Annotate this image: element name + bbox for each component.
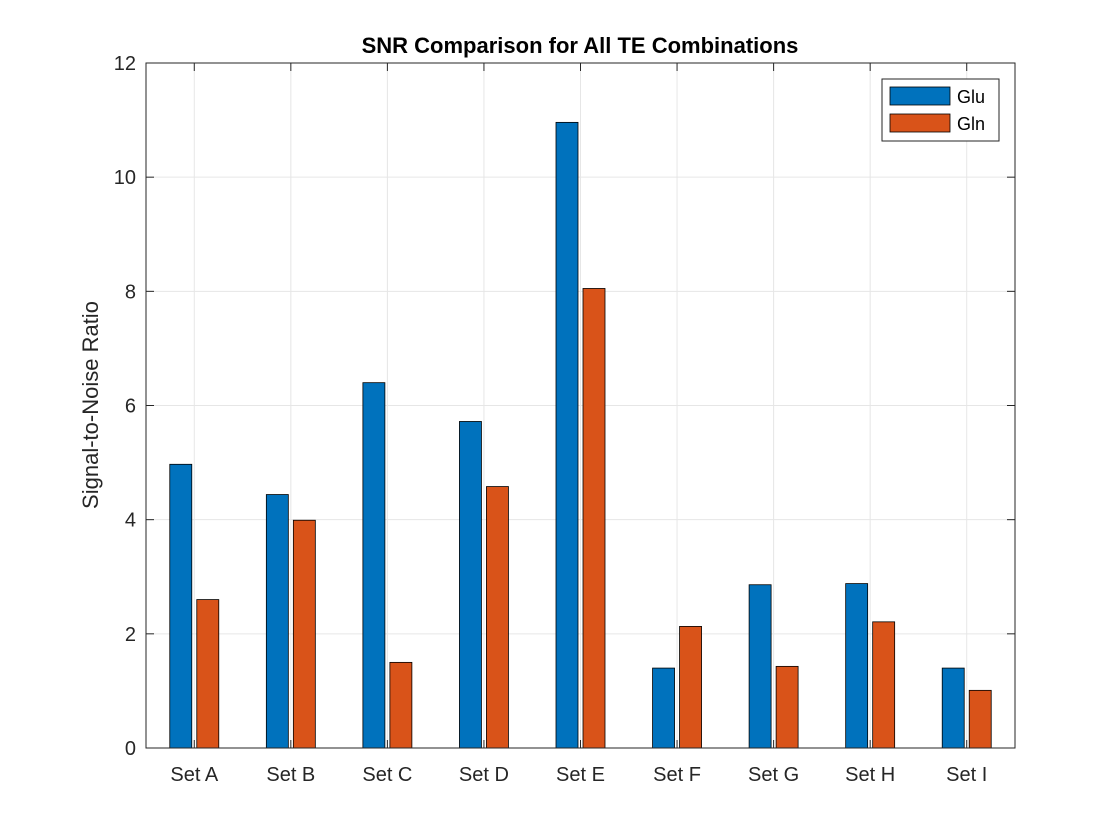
bar-glu-set-b — [265, 494, 289, 749]
y-tick-label: 10 — [114, 167, 136, 189]
y-tick-label: 4 — [125, 510, 136, 532]
bar-glu-set-a — [169, 463, 193, 749]
bar-glu-set-g — [748, 584, 772, 749]
y-tick-label: 2 — [125, 624, 136, 646]
bar-gln-set-h — [872, 621, 896, 749]
legend-swatch-gln — [889, 113, 951, 133]
bar-glu-set-f — [652, 667, 675, 749]
bar-gln-set-e — [582, 288, 606, 749]
x-tick-label: Set A — [170, 764, 218, 786]
bar-gln-set-b — [292, 519, 316, 749]
x-tick-label: Set F — [653, 764, 701, 786]
bar-gln-set-i — [968, 689, 992, 749]
legend-label-glu: Glu — [957, 87, 985, 107]
x-tick-label: Set I — [946, 764, 987, 786]
y-tick-label: 6 — [125, 396, 136, 418]
legend-label-gln: Gln — [957, 114, 985, 134]
bar-gln-set-g — [775, 665, 799, 749]
bar-gln-set-f — [679, 626, 702, 749]
bar-glu-set-h — [845, 583, 869, 749]
y-axis-label: Signal-to-Noise Ratio — [78, 301, 103, 509]
x-tick-label: Set B — [266, 764, 315, 786]
x-tick-label: Set E — [556, 764, 605, 786]
bar-gln-set-a — [196, 599, 220, 749]
y-tick-label: 12 — [114, 53, 136, 75]
axis-ticks — [146, 62, 1015, 749]
legend: Glu Gln — [881, 78, 1000, 142]
bar-glu-set-d — [459, 421, 482, 749]
bar-gln-set-c — [389, 661, 413, 749]
y-tick-label: 0 — [125, 738, 136, 760]
x-tick-label: Set C — [362, 764, 412, 786]
bar-glu-set-c — [362, 382, 386, 749]
chart-title: SNR Comparison for All TE Combinations — [362, 33, 799, 58]
x-tick-labels: Set A Set B Set C Set D Set E Set F Set G Set H… — [170, 764, 987, 786]
bar-glu-set-e — [555, 121, 579, 749]
x-tick-label: Set D — [459, 764, 509, 786]
bar-glu-set-i — [941, 667, 965, 749]
bar-gln-set-d — [486, 486, 509, 749]
bars — [169, 121, 992, 749]
legend-swatch-glu — [889, 86, 951, 106]
x-tick-label: Set H — [845, 764, 895, 786]
y-tick-labels: 0 2 4 6 8 10 12 — [114, 53, 136, 760]
y-tick-label: 8 — [125, 281, 136, 303]
x-tick-label: Set G — [748, 764, 799, 786]
